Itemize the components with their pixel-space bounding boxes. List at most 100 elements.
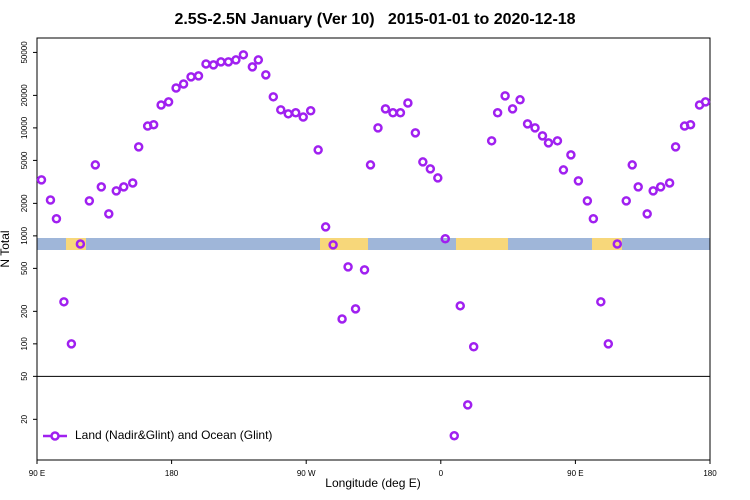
- point: [403, 98, 413, 108]
- legend-label: Land (Nadir&Glint) and Ocean (Glint): [75, 428, 272, 442]
- point: [96, 182, 107, 192]
- y-tick-label: 50: [20, 371, 29, 380]
- point: [388, 108, 398, 118]
- point: [276, 105, 286, 115]
- point: [633, 182, 643, 192]
- x-axis-label: Longitude (deg E): [325, 476, 420, 490]
- point: [133, 142, 144, 152]
- x-tick-label: 90 W: [297, 469, 316, 478]
- point: [111, 186, 122, 196]
- point: [418, 157, 428, 167]
- point: [359, 265, 370, 275]
- point: [350, 304, 361, 314]
- x-tick-label: 180: [165, 469, 179, 478]
- legend-marker: [50, 431, 60, 441]
- point: [75, 239, 86, 249]
- point: [313, 145, 323, 155]
- point: [104, 209, 114, 219]
- y-tick-label: 50000: [20, 41, 29, 64]
- point: [515, 95, 525, 105]
- point: [186, 72, 196, 82]
- plot-frame: [36, 37, 711, 461]
- point: [208, 60, 219, 70]
- point: [171, 83, 181, 93]
- point: [612, 239, 623, 249]
- y-tick-label: 20: [20, 414, 29, 423]
- point: [648, 186, 658, 196]
- point: [468, 341, 479, 352]
- x-tick-label: 180: [703, 469, 717, 478]
- point: [655, 182, 666, 192]
- point: [685, 119, 696, 130]
- point: [500, 91, 510, 101]
- point: [537, 131, 548, 141]
- point: [118, 182, 129, 192]
- point: [231, 55, 241, 65]
- point: [90, 160, 101, 170]
- point: [433, 173, 443, 183]
- point: [700, 97, 711, 107]
- y-axis-label: N Total: [0, 230, 12, 267]
- point: [163, 97, 174, 107]
- y-tick-label: 1000: [20, 226, 29, 244]
- point: [522, 119, 533, 129]
- point: [178, 79, 189, 89]
- point: [492, 108, 503, 118]
- point: [247, 62, 258, 72]
- point: [642, 209, 652, 219]
- point: [148, 119, 159, 130]
- point: [365, 160, 376, 170]
- point: [566, 150, 576, 160]
- point: [603, 339, 614, 349]
- point: [455, 301, 465, 311]
- point: [290, 108, 301, 118]
- point: [588, 214, 599, 224]
- point: [298, 112, 308, 122]
- point: [373, 123, 383, 133]
- point: [59, 297, 69, 307]
- point: [268, 92, 279, 102]
- point: [127, 178, 138, 188]
- point: [486, 136, 497, 146]
- point: [305, 106, 316, 116]
- y-tick-label: 100: [20, 337, 29, 351]
- point: [66, 339, 77, 349]
- point: [530, 123, 540, 133]
- point: [283, 109, 294, 119]
- point: [84, 196, 95, 206]
- point: [552, 136, 563, 146]
- point: [156, 100, 166, 110]
- point: [337, 314, 347, 324]
- point: [410, 128, 421, 138]
- y-tick-label: 20000: [20, 84, 29, 107]
- y-tick-label: 500: [20, 261, 29, 275]
- point: [238, 50, 249, 60]
- point: [627, 160, 637, 170]
- point: [395, 108, 406, 118]
- chart-title: 2.5S-2.5N January (Ver 10) 2015-01-01 to…: [174, 11, 575, 28]
- point: [36, 175, 47, 185]
- point: [51, 214, 62, 224]
- point: [543, 138, 554, 148]
- y-tick-label: 2000: [20, 194, 29, 212]
- point: [670, 142, 681, 152]
- point: [507, 104, 518, 114]
- point: [582, 196, 593, 206]
- y-tick-label: 200: [20, 304, 29, 318]
- point: [621, 196, 631, 206]
- point: [216, 57, 226, 67]
- x-tick-label: 90 E: [29, 469, 45, 478]
- point: [328, 240, 338, 250]
- point: [201, 59, 211, 69]
- point: [596, 297, 606, 307]
- point: [193, 71, 204, 81]
- point: [462, 400, 473, 410]
- point: [261, 70, 271, 80]
- y-tick-label: 10000: [20, 116, 29, 139]
- point: [573, 176, 584, 186]
- x-tick-label: 90 E: [567, 469, 583, 478]
- point: [320, 222, 331, 232]
- y-tick-label: 5000: [20, 151, 29, 169]
- point: [558, 165, 569, 175]
